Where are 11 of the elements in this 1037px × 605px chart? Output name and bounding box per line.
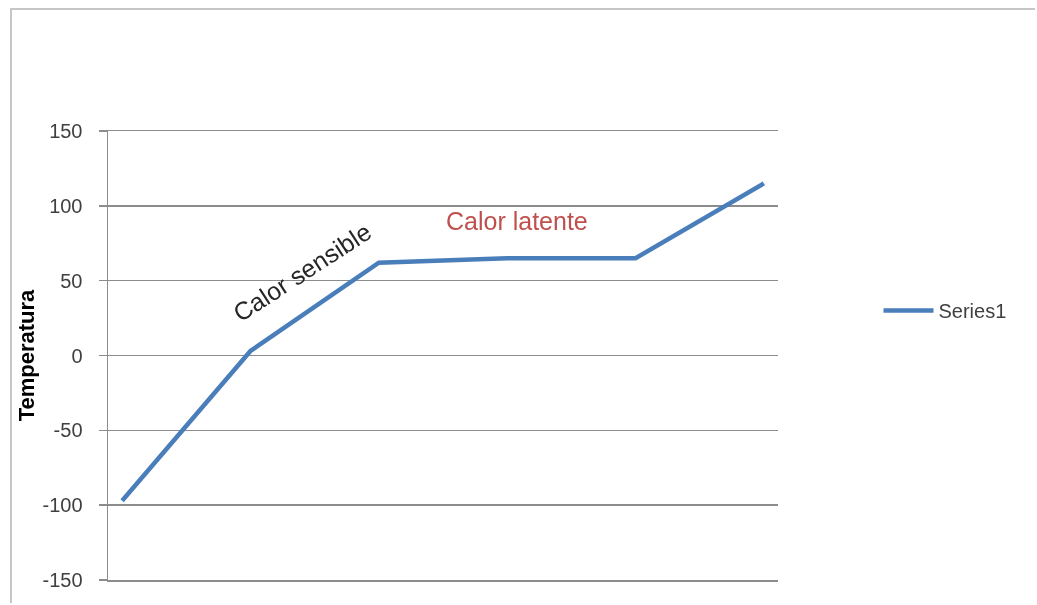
line-series <box>119 181 767 503</box>
y-tick-label: -150 <box>42 569 83 591</box>
y-tick-label: 150 <box>49 120 83 142</box>
y-tick-label: -100 <box>42 494 83 517</box>
y-tick-label: -50 <box>53 419 83 442</box>
y-tick-label: 0 <box>71 344 83 367</box>
legend-label: Series1 <box>938 300 1007 323</box>
y-axis-title: Temperatura <box>13 288 39 422</box>
y-tick-label: 50 <box>60 269 83 292</box>
annotation: Calor latente <box>446 207 588 235</box>
y-tick-label: 100 <box>49 194 83 217</box>
